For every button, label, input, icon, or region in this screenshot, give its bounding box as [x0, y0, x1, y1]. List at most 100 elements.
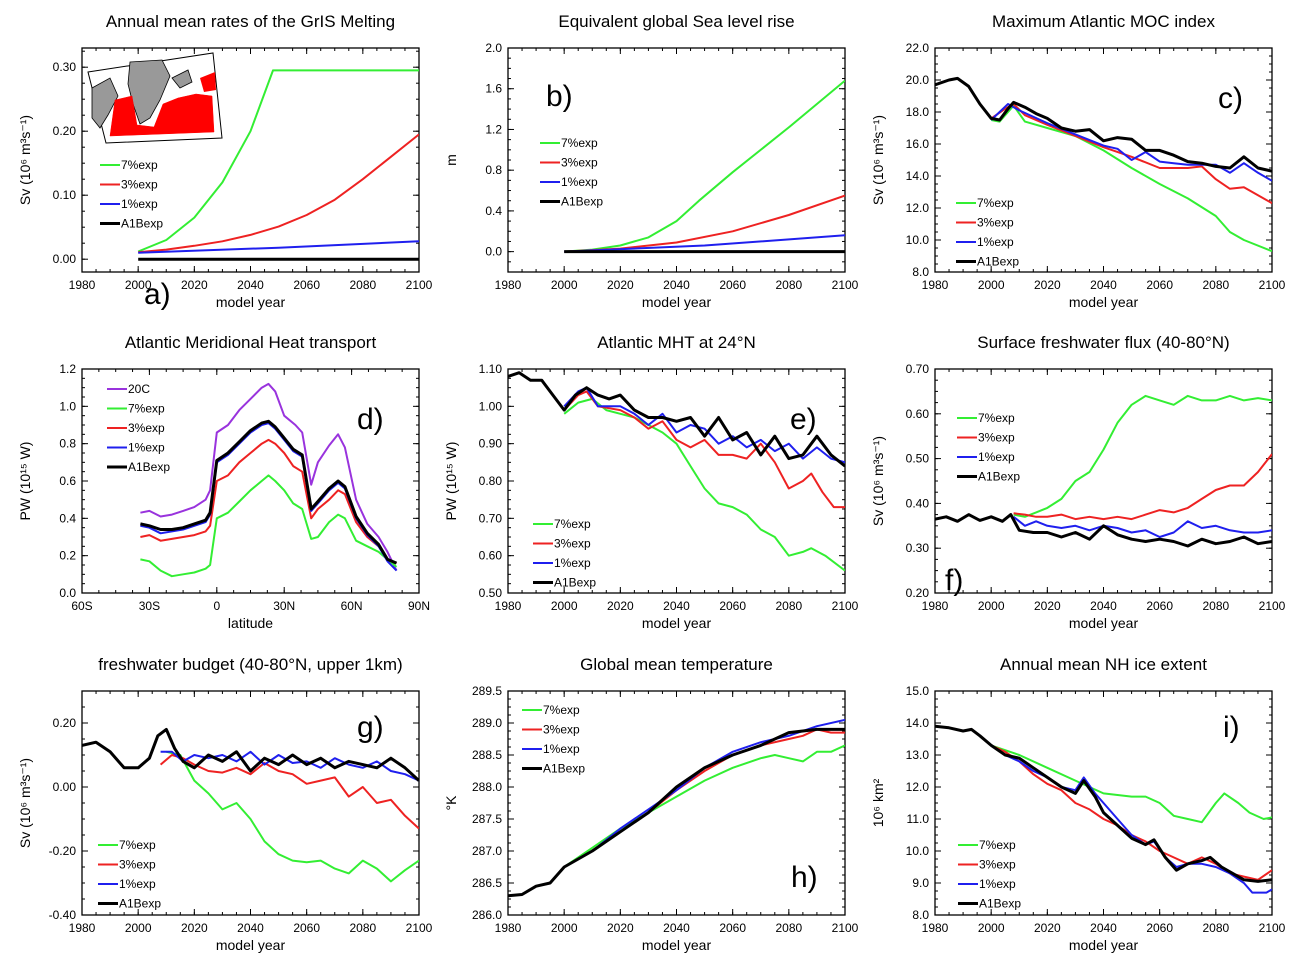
y-tick-label: 0.20 [906, 586, 930, 600]
legend-label: 7%exp [121, 158, 158, 172]
series-line-7%exp [140, 474, 398, 578]
x-tick-label: 2060 [293, 921, 320, 935]
melt-region [109, 93, 215, 137]
panel-title: Atlantic Meridional Heat transport [125, 333, 377, 352]
x-tick-label: 2040 [663, 278, 690, 292]
x-tick-label: 2020 [181, 278, 208, 292]
x-axis-label: model year [1069, 937, 1139, 953]
y-tick-label: 0.30 [906, 541, 930, 555]
series-line-A1Bexp [508, 371, 845, 468]
x-tick-label: 2060 [719, 278, 746, 292]
x-tick-label: 2000 [551, 921, 578, 935]
y-tick-label: 0.80 [479, 474, 503, 488]
series-line-1%exp [138, 240, 419, 254]
x-axis-label: model year [216, 294, 286, 310]
legend-label: 3%exp [554, 537, 591, 551]
y-tick-label: 22.0 [906, 41, 930, 55]
series-line-A1Bexp [82, 727, 419, 782]
series-line-3%exp [563, 728, 845, 868]
y-tick-label: 12.0 [906, 201, 930, 215]
legend-label: 1%exp [561, 175, 598, 189]
x-tick-label: 2020 [607, 921, 634, 935]
x-tick-label: 2060 [719, 921, 746, 935]
series-line-7%exp [166, 750, 419, 883]
legend-label: 7%exp [979, 838, 1016, 852]
x-tick-label: 2020 [607, 278, 634, 292]
y-tick-label: 0.90 [479, 437, 503, 451]
legend-label: 7%exp [554, 517, 591, 531]
series-line-A1Bexp [935, 513, 1272, 548]
x-tick-label: 2060 [719, 599, 746, 613]
series-line-A1Bexp [935, 76, 1272, 173]
panel-e: Atlantic MHT at 24°N 1980 2000 2020 2040 2060… [443, 333, 859, 631]
panel-a: Annual mean rates of the GrIS Melting 198… [17, 12, 433, 311]
y-tick-label: 1.2 [59, 362, 76, 376]
series-line-7%exp [563, 397, 845, 572]
legend-label: 3%exp [128, 421, 165, 435]
panel-label: d) [357, 403, 384, 436]
series-line-A1Bexp [140, 419, 398, 565]
legend-label: A1Bexp [128, 460, 170, 474]
land-svalbard [171, 69, 193, 89]
x-tick-label: 2080 [775, 599, 802, 613]
x-tick-label: 2100 [832, 278, 859, 292]
x-tick-label: 2040 [1090, 599, 1117, 613]
panel-i: Annual mean NH ice extent 1980 2000 2020 204… [870, 655, 1286, 953]
series-line-3%exp [564, 194, 845, 253]
x-tick-label: 2040 [237, 278, 264, 292]
legend-label: 7%exp [561, 136, 598, 150]
y-axis-label: m [443, 154, 459, 166]
panel-title: Maximum Atlantic MOC index [992, 12, 1215, 31]
land-greenland [127, 59, 171, 125]
legend-label: 3%exp [119, 858, 156, 872]
panel-label: g) [357, 711, 384, 744]
x-tick-label: 2020 [1034, 278, 1061, 292]
x-tick-label: 2000 [978, 599, 1005, 613]
x-tick-label: 2100 [406, 921, 433, 935]
panel-h: Global mean temperature 1980 2000 2020 2040 2… [443, 655, 859, 953]
legend-label: A1Bexp [978, 470, 1020, 484]
x-tick-label: 2040 [1090, 278, 1117, 292]
y-tick-label: 0.60 [906, 407, 930, 421]
x-tick-label: 2100 [406, 278, 433, 292]
series-group [508, 371, 845, 572]
x-tick-label: 1980 [495, 599, 522, 613]
y-tick-label: 289.0 [472, 716, 502, 730]
y-tick-label: 1.00 [479, 399, 503, 413]
y-tick-label: 0.20 [53, 716, 77, 730]
panel-b: Equivalent global Sea level rise 1980 2000… [443, 12, 859, 310]
series-group [935, 724, 1272, 894]
series-line-7%exp [1013, 394, 1272, 518]
y-axis-label: PW (10¹⁵ W) [443, 442, 459, 521]
x-tick-label: 2060 [293, 278, 320, 292]
panel-label: e) [790, 403, 817, 436]
y-tick-label: 289.5 [472, 684, 502, 698]
series-line-1%exp [563, 718, 845, 868]
panel-d: Atlantic Meridional Heat transport 60S 30S… [17, 333, 430, 631]
y-tick-label: 0.4 [59, 511, 76, 525]
x-tick-label: 2040 [237, 921, 264, 935]
series-line-A1Bexp [508, 727, 845, 898]
x-axis-label: model year [642, 615, 712, 631]
panel-label: h) [791, 861, 818, 894]
series-line-1%exp [1012, 516, 1272, 538]
y-tick-label: 0.0 [485, 245, 502, 259]
y-tick-label: 15.0 [906, 684, 930, 698]
series-line-1%exp [140, 422, 398, 572]
legend-label: A1Bexp [554, 576, 596, 590]
x-tick-label: 2020 [1034, 921, 1061, 935]
y-tick-label: 8.0 [912, 265, 929, 279]
series-line-3%exp [990, 744, 1272, 881]
y-tick-label: 0.8 [59, 437, 76, 451]
y-tick-label: 0.0 [59, 586, 76, 600]
x-tick-label: 2000 [978, 278, 1005, 292]
y-tick-label: 2.0 [485, 41, 502, 55]
x-tick-label: 1980 [495, 921, 522, 935]
x-tick-label: 60S [71, 599, 92, 613]
y-tick-label: 0.10 [53, 188, 77, 202]
x-tick-label: 2080 [775, 278, 802, 292]
y-tick-label: 286.5 [472, 876, 502, 890]
greenland-map-inset [87, 52, 223, 144]
y-tick-label: 287.5 [472, 812, 502, 826]
